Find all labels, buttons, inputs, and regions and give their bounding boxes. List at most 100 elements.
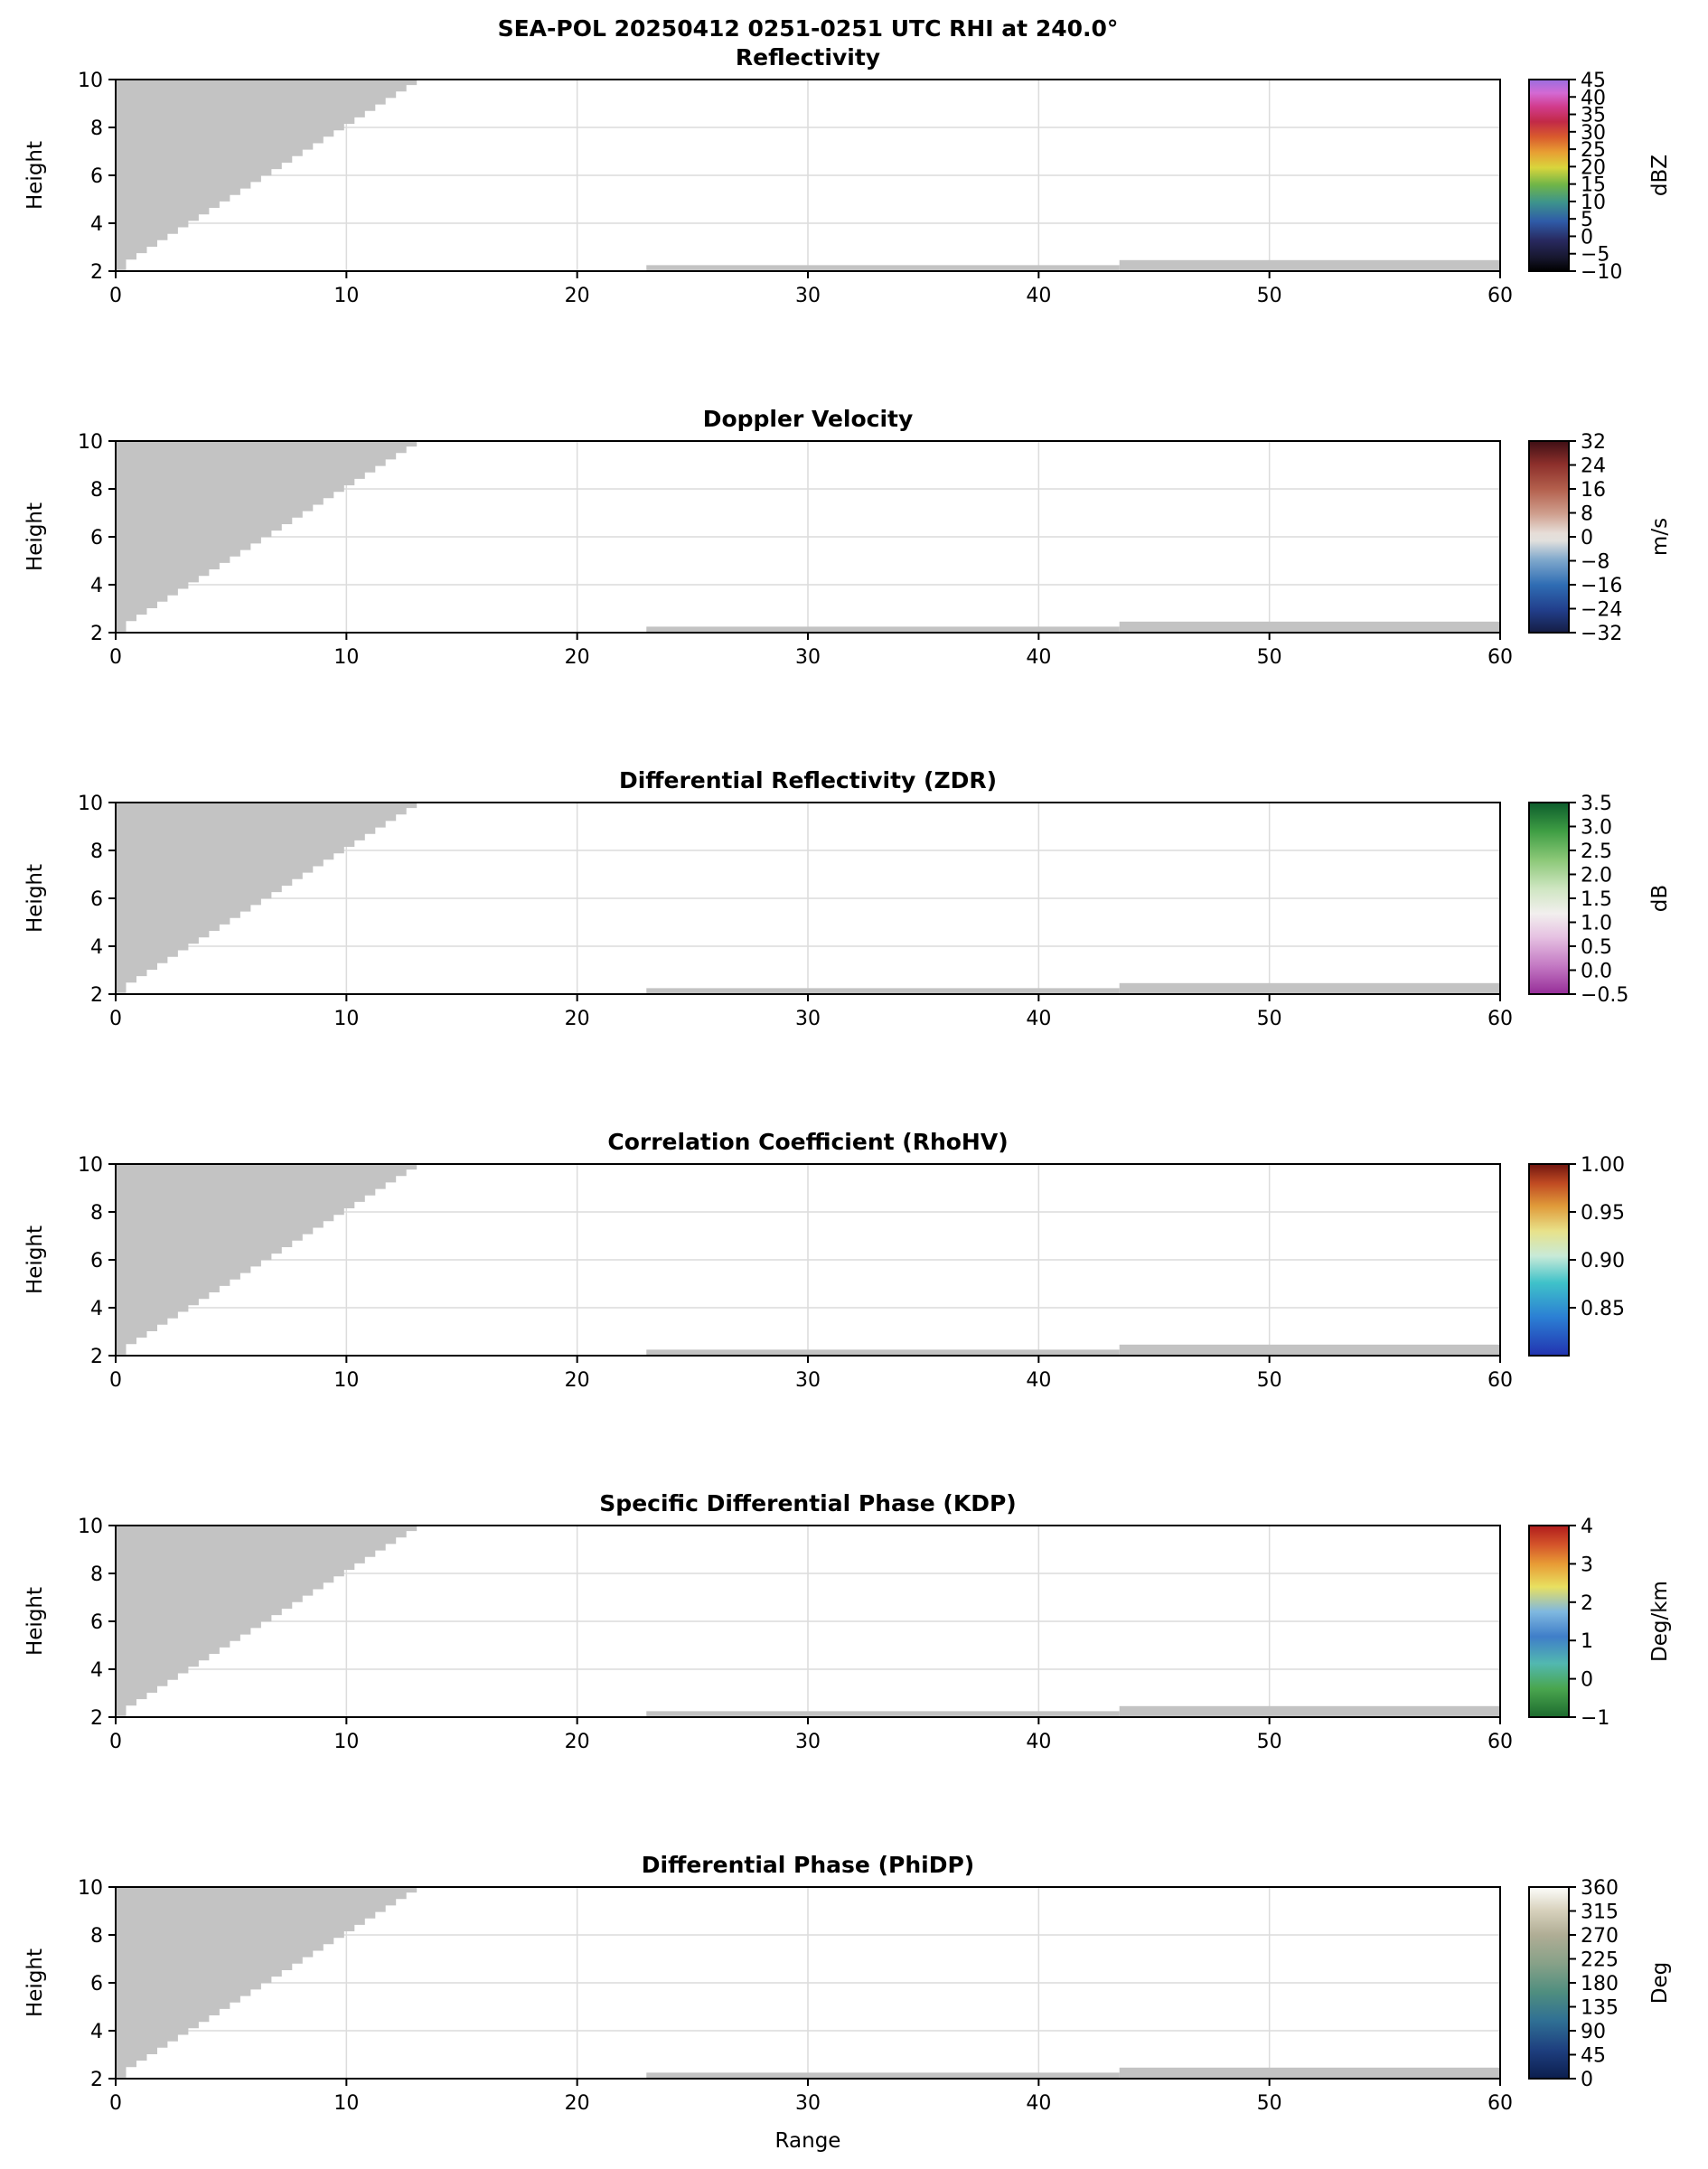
- x-tick-label: 30: [795, 646, 821, 669]
- colorbar-tick-label: 16: [1581, 479, 1606, 502]
- colorbar-tick-label: 360: [1581, 1877, 1619, 1900]
- x-tick-label: 0: [109, 1008, 122, 1030]
- masked-strip: [646, 1711, 1120, 1717]
- panel-specific-differential-phase: Specific Differential Phase (KDP)0 10 20 30…: [23, 1490, 1672, 1753]
- colorbar-tick-label: −16: [1581, 575, 1622, 597]
- x-tick-label: 60: [1487, 646, 1513, 669]
- y-tick-label: 4: [90, 213, 103, 236]
- colorbar-tick-label: 15: [1581, 174, 1606, 197]
- colorbar-tick-label: 225: [1581, 1949, 1619, 1972]
- masked-strip: [1119, 259, 1500, 271]
- colorbar-tick-label: 2.0: [1581, 865, 1612, 887]
- y-axis-label: Height: [23, 1587, 47, 1656]
- x-tick-label: 60: [1487, 285, 1513, 307]
- y-tick-label: 6: [90, 1611, 103, 1634]
- colorbar-tick-label: −10: [1581, 261, 1622, 284]
- y-tick-label: 4: [90, 1298, 103, 1320]
- colorbar-tick-label: −24: [1581, 599, 1622, 622]
- masked-strip: [1119, 982, 1500, 994]
- colorbar-tick-label: −8: [1581, 551, 1609, 574]
- x-axis-label: Range: [775, 2129, 841, 2153]
- x-tick-label: 20: [565, 1731, 590, 1753]
- colorbar-tick-label: 30: [1581, 122, 1606, 145]
- colorbar-tick-label: 90: [1581, 2021, 1606, 2043]
- colorbar-border: [1528, 79, 1570, 272]
- colorbar-tick-label: 8: [1581, 503, 1593, 526]
- colorbar-tick-label: 0.5: [1581, 936, 1612, 959]
- colorbar: [1529, 1526, 1569, 1717]
- y-tick-label: 8: [90, 117, 103, 140]
- x-tick-label: 40: [1026, 1731, 1051, 1753]
- y-tick-label: 2: [90, 623, 103, 645]
- x-tick-label: 50: [1257, 646, 1282, 669]
- y-tick-label: 8: [90, 1563, 103, 1586]
- colorbar: [1529, 1887, 1569, 2079]
- x-tick-label: 20: [565, 1008, 590, 1030]
- colorbar-tick-label: 0.95: [1581, 1202, 1625, 1225]
- masked-strip: [646, 2072, 1120, 2079]
- y-axis-label: Height: [23, 1948, 47, 2017]
- figure-title: SEA-POL 20250412 0251-0251 UTC RHI at 24…: [498, 15, 1119, 42]
- y-tick-label: 8: [90, 1925, 103, 1948]
- y-tick-label: 6: [90, 888, 103, 911]
- x-tick-label: 10: [333, 2092, 359, 2115]
- y-tick-label: 10: [78, 70, 103, 92]
- x-tick-label: 0: [109, 285, 122, 307]
- panel-title: Differential Phase (PhiDP): [642, 1852, 974, 1878]
- x-tick-label: 40: [1026, 285, 1051, 307]
- colorbar-tick-label: 1.5: [1581, 888, 1612, 911]
- colorbar-tick-label: 2.5: [1581, 840, 1612, 863]
- colorbar-tick-label: 24: [1581, 455, 1606, 478]
- y-tick-label: 6: [90, 1973, 103, 1995]
- x-tick-label: 0: [109, 2092, 122, 2115]
- masked-strip: [1119, 1705, 1500, 1717]
- masked-strip: [646, 1349, 1120, 1356]
- x-tick-label: 0: [109, 1731, 122, 1753]
- colorbar-tick-label: 135: [1581, 1997, 1619, 2020]
- panel-title: Differential Reflectivity (ZDR): [619, 767, 997, 793]
- x-tick-label: 0: [109, 646, 122, 669]
- y-axis-label: Height: [23, 864, 47, 933]
- y-tick-label: 4: [90, 575, 103, 597]
- y-tick-label: 2: [90, 984, 103, 1007]
- colorbar-tick-label: 270: [1581, 1925, 1619, 1948]
- colorbar-tick-label: −1: [1581, 1707, 1609, 1730]
- x-tick-label: 10: [333, 1369, 359, 1392]
- masked-wedge: [116, 80, 418, 270]
- masked-wedge: [116, 1887, 418, 2078]
- colorbar-tick-label: 25: [1581, 139, 1606, 162]
- masked-wedge: [116, 441, 418, 632]
- colorbar-tick-label: 315: [1581, 1901, 1619, 1924]
- colorbar-tick-label: 45: [1581, 2045, 1606, 2068]
- x-tick-label: 10: [333, 285, 359, 307]
- colorbar-unit-label: Deg/km: [1648, 1581, 1672, 1662]
- colorbar-tick-label: 32: [1581, 431, 1606, 454]
- colorbar-tick-label: 0.90: [1581, 1250, 1625, 1272]
- x-tick-label: 10: [333, 1008, 359, 1030]
- colorbar-tick-label: 0: [1581, 1669, 1593, 1692]
- colorbar-tick-label: 1.0: [1581, 913, 1612, 935]
- x-tick-label: 30: [795, 2092, 821, 2115]
- colorbar-unit-label: dB: [1648, 885, 1672, 912]
- colorbar-unit-label: m/s: [1648, 518, 1672, 556]
- colorbar-tick-label: 40: [1581, 87, 1606, 109]
- colorbar-tick-label: 1: [1581, 1630, 1593, 1653]
- x-tick-label: 40: [1026, 1008, 1051, 1030]
- colorbar-unit-label: Deg: [1648, 1962, 1672, 2004]
- colorbar-tick-label: 3.0: [1581, 817, 1612, 840]
- x-tick-label: 50: [1257, 1731, 1282, 1753]
- y-tick-label: 6: [90, 527, 103, 549]
- x-tick-label: 10: [333, 1731, 359, 1753]
- colorbar-tick-label: 10: [1581, 192, 1606, 214]
- y-tick-label: 2: [90, 2069, 103, 2091]
- colorbar-tick-label: 20: [1581, 156, 1606, 179]
- masked-strip: [646, 626, 1120, 633]
- colorbar-tick-label: 0.85: [1581, 1298, 1625, 1320]
- colorbar-tick-label: 45: [1581, 70, 1606, 92]
- masked-strip: [1119, 621, 1500, 633]
- y-tick-label: 4: [90, 2021, 103, 2043]
- x-tick-label: 50: [1257, 1369, 1282, 1392]
